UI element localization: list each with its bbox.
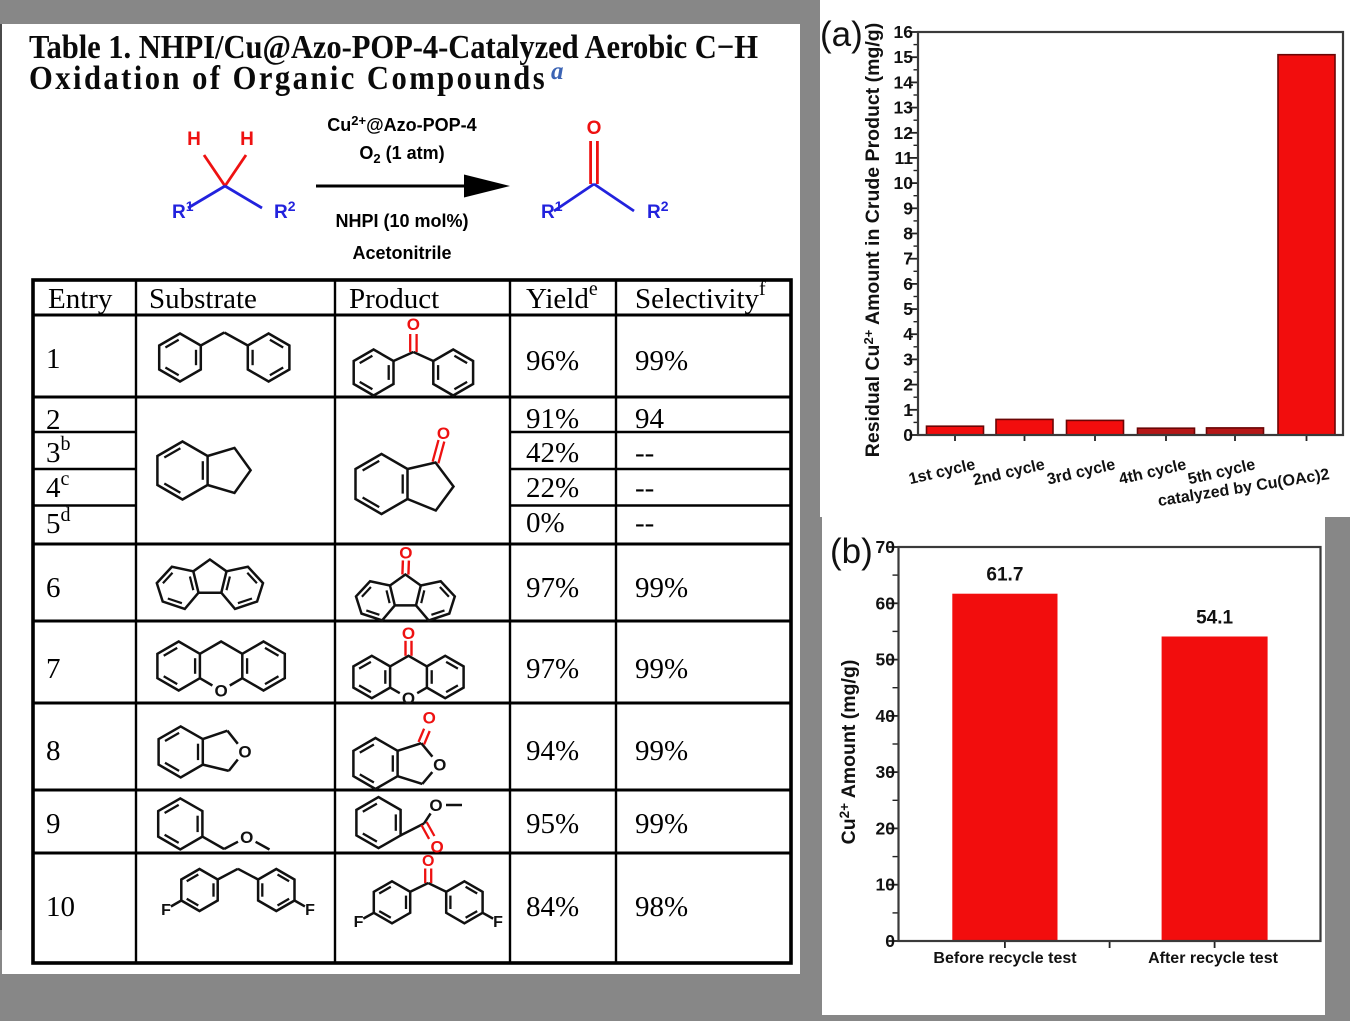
- svg-text:O: O: [402, 624, 415, 643]
- svg-text:4c: 4c: [46, 468, 70, 504]
- svg-text:F: F: [354, 914, 364, 931]
- svg-text:40: 40: [876, 706, 896, 726]
- svg-text:22%: 22%: [526, 472, 579, 504]
- svg-text:61.7: 61.7: [986, 565, 1023, 586]
- svg-text:O: O: [429, 796, 442, 815]
- svg-text:9: 9: [46, 808, 61, 840]
- svg-text:97%: 97%: [526, 572, 579, 604]
- svg-text:7: 7: [46, 653, 61, 685]
- svg-text:42%: 42%: [526, 437, 579, 469]
- svg-text:Acetonitrile: Acetonitrile: [352, 243, 451, 263]
- svg-text:99%: 99%: [635, 653, 688, 685]
- svg-text:3b: 3b: [46, 433, 71, 469]
- svg-text:95%: 95%: [526, 808, 579, 840]
- svg-text:98%: 98%: [635, 891, 688, 923]
- svg-text:94: 94: [635, 403, 665, 435]
- svg-text:3: 3: [903, 349, 913, 369]
- svg-text:14: 14: [894, 72, 914, 92]
- svg-text:NHPI (10 mol%): NHPI (10 mol%): [335, 211, 468, 231]
- svg-text:Table 1. NHPI/Cu@Azo-POP-4-Cat: Table 1. NHPI/Cu@Azo-POP-4-Catalyzed Aer…: [29, 28, 758, 66]
- svg-text:Cu2+ Amount (mg/g): Cu2+ Amount (mg/g): [837, 660, 860, 845]
- svg-text:99%: 99%: [635, 808, 688, 840]
- svg-text:O: O: [407, 315, 420, 334]
- svg-text:F: F: [161, 902, 171, 919]
- svg-text:O: O: [214, 682, 227, 701]
- svg-text:Cu2+@Azo-POP-4: Cu2+@Azo-POP-4: [327, 113, 476, 135]
- svg-text:R2: R2: [647, 198, 669, 223]
- svg-text:F: F: [493, 914, 503, 931]
- svg-text:O: O: [399, 544, 412, 563]
- svg-text:(b): (b): [830, 532, 873, 571]
- svg-text:O: O: [402, 689, 415, 708]
- svg-text:O2 (1 atm): O2 (1 atm): [359, 143, 444, 166]
- svg-text:9: 9: [903, 198, 913, 218]
- svg-text:O: O: [423, 708, 436, 727]
- svg-text:11: 11: [895, 148, 914, 168]
- svg-text:O: O: [430, 837, 443, 856]
- svg-text:94%: 94%: [526, 735, 579, 767]
- svg-text:1: 1: [46, 343, 61, 375]
- svg-text:8: 8: [903, 224, 913, 244]
- svg-text:84%: 84%: [526, 891, 579, 923]
- svg-text:0: 0: [903, 425, 913, 445]
- svg-text:Entry: Entry: [48, 283, 113, 315]
- svg-text:O: O: [240, 828, 253, 847]
- svg-text:O: O: [433, 755, 446, 774]
- svg-text:20: 20: [876, 818, 896, 838]
- svg-text:15: 15: [894, 47, 914, 67]
- svg-text:--: --: [635, 472, 654, 504]
- svg-text:a: a: [551, 58, 564, 85]
- svg-text:99%: 99%: [635, 735, 688, 767]
- svg-text:60: 60: [876, 593, 896, 613]
- svg-text:Before recycle test: Before recycle test: [933, 950, 1077, 967]
- svg-text:Selectivityf: Selectivityf: [635, 278, 766, 315]
- svg-text:5d: 5d: [46, 504, 71, 540]
- svg-text:--: --: [635, 437, 654, 469]
- svg-text:Substrate: Substrate: [149, 283, 257, 315]
- svg-text:(a): (a): [820, 15, 863, 54]
- svg-text:8: 8: [46, 735, 61, 767]
- svg-text:91%: 91%: [526, 403, 579, 435]
- svg-text:97%: 97%: [526, 653, 579, 685]
- svg-text:--: --: [635, 507, 654, 539]
- svg-text:6: 6: [903, 274, 913, 294]
- svg-text:Yielde: Yielde: [526, 278, 598, 315]
- svg-text:H: H: [187, 129, 201, 150]
- svg-text:After recycle test: After recycle test: [1148, 950, 1279, 967]
- svg-text:13: 13: [894, 98, 914, 118]
- svg-text:16: 16: [894, 22, 914, 42]
- svg-text:99%: 99%: [635, 572, 688, 604]
- svg-text:12: 12: [894, 123, 914, 143]
- svg-text:O: O: [437, 424, 450, 443]
- svg-text:5: 5: [903, 299, 913, 319]
- svg-text:R1: R1: [172, 198, 194, 223]
- svg-text:10: 10: [876, 875, 896, 895]
- svg-text:F: F: [305, 902, 315, 919]
- svg-text:4: 4: [903, 324, 913, 344]
- svg-text:Oxidation of Organic Compounds: Oxidation of Organic Compounds: [29, 59, 545, 97]
- svg-text:0: 0: [885, 931, 895, 951]
- svg-text:O: O: [422, 853, 434, 870]
- svg-text:R2: R2: [274, 198, 296, 223]
- svg-text:Residual Cu2+ Amount in Crude: Residual Cu2+ Amount in Crude Product (m…: [861, 23, 884, 457]
- svg-text:H: H: [240, 129, 254, 150]
- svg-text:70: 70: [876, 537, 896, 557]
- svg-text:R1: R1: [541, 198, 563, 223]
- svg-text:2: 2: [903, 375, 913, 395]
- svg-text:96%: 96%: [526, 345, 579, 377]
- svg-text:0%: 0%: [526, 507, 565, 539]
- svg-text:50: 50: [876, 650, 896, 670]
- svg-text:6: 6: [46, 572, 61, 604]
- svg-text:99%: 99%: [635, 345, 688, 377]
- svg-text:O: O: [238, 743, 251, 762]
- svg-text:O: O: [587, 118, 602, 139]
- svg-text:1: 1: [903, 400, 913, 420]
- svg-text:Product: Product: [349, 283, 439, 315]
- svg-text:10: 10: [894, 173, 914, 193]
- svg-text:2: 2: [46, 404, 61, 436]
- svg-text:30: 30: [876, 762, 896, 782]
- svg-text:7: 7: [903, 249, 913, 269]
- svg-text:54.1: 54.1: [1196, 608, 1233, 629]
- svg-text:10: 10: [46, 891, 75, 923]
